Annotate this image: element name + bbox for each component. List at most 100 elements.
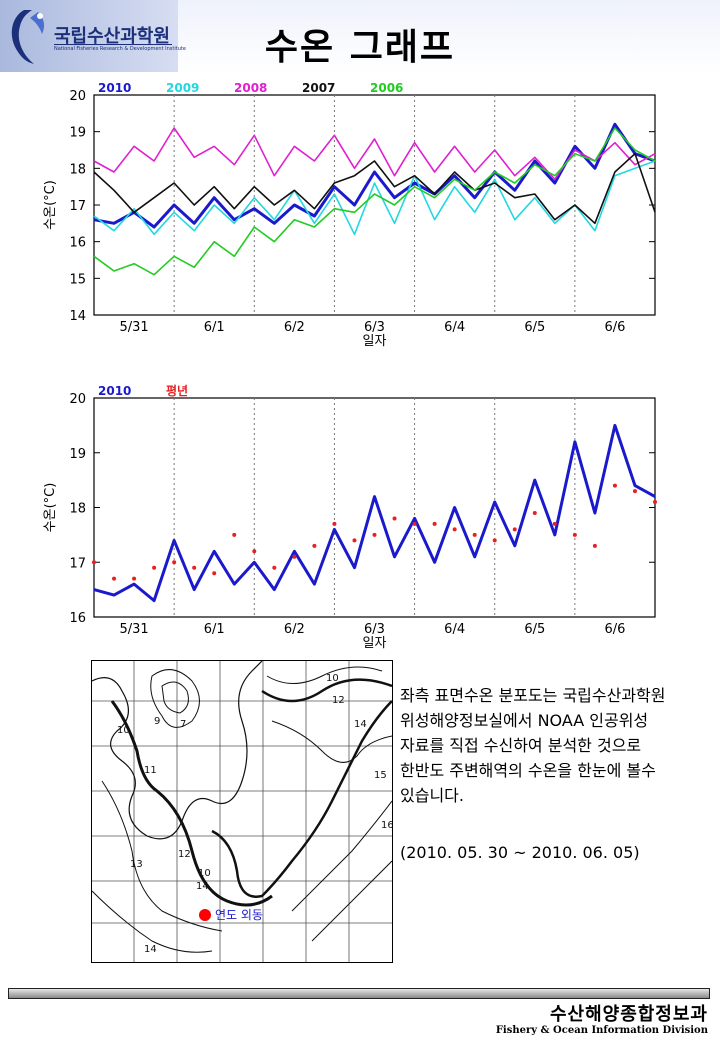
- contour-label: 14: [354, 719, 367, 730]
- series-point-평년: [212, 571, 217, 576]
- y-axis-label: 수온(°C): [43, 180, 58, 230]
- series-point-평년: [92, 560, 96, 565]
- series-point-평년: [352, 538, 357, 543]
- x-tick-label: 6/5: [524, 622, 545, 637]
- y-tick-label: 16: [69, 236, 86, 251]
- contour-label: 15: [374, 770, 387, 781]
- series-point-평년: [172, 560, 177, 565]
- legend-entry: 평년: [166, 384, 188, 398]
- series-point-평년: [452, 527, 457, 532]
- legend-entry: 2007: [302, 81, 335, 95]
- x-axis-label: 일자: [363, 636, 387, 650]
- header-banner: 국립수산과학원 National Fisheries Research & De…: [0, 0, 720, 74]
- series-point-평년: [112, 576, 117, 581]
- y-tick-label: 15: [69, 272, 86, 287]
- x-tick-label: 6/1: [204, 320, 225, 335]
- chart-1-svg: 5/31 6/1 6/2 6/3 6/4 6/5 6/6 14 15 16 17 18 19 20 일자 수온…: [43, 81, 656, 349]
- contour-label: 14: [144, 944, 157, 955]
- fish-logo-icon: [11, 10, 45, 64]
- x-tick-label: 6/6: [604, 622, 625, 637]
- series-point-평년: [512, 527, 517, 532]
- chart-2-svg: 5/31 6/1 6/2 6/3 6/4 6/5 6/6 16 17 18 19 20 일자 수온(°C)…: [43, 384, 657, 650]
- series-line-2010: [93, 423, 656, 603]
- chart-yearly-comparison: 5/31 6/1 6/2 6/3 6/4 6/5 6/6 14 15 16 17 18 19 20 일자 수온…: [0, 78, 720, 350]
- contour-label: 10: [326, 673, 339, 684]
- series-point-평년: [152, 565, 157, 570]
- chart-normal-comparison: 5/31 6/1 6/2 6/3 6/4 6/5 6/6 16 17 18 19 20 일자 수온(°C)…: [0, 380, 720, 650]
- series-point-평년: [572, 532, 577, 537]
- contour-label: 11: [144, 765, 157, 776]
- x-tick-label: 6/2: [284, 622, 305, 637]
- contour-map: 10 9 7 11 10 12 13 14 14 15 16 12 13 12 …: [92, 661, 392, 962]
- contour-label: 16: [381, 820, 392, 831]
- contour-label: 10: [117, 725, 130, 736]
- series-line-2007: [93, 152, 656, 225]
- y-axis-label: 수온(°C): [43, 483, 58, 533]
- x-tick-label: 6/1: [204, 622, 225, 637]
- series-point-평년: [392, 516, 397, 521]
- footer-org: 수산해양종합정보과: [549, 1004, 708, 1025]
- series-point-평년: [632, 489, 637, 494]
- series-point-평년: [292, 554, 297, 559]
- series-point-평년: [132, 576, 137, 581]
- x-tick-label: 6/5: [524, 320, 545, 335]
- plot-frame: [93, 397, 656, 618]
- x-axis-label: 일자: [363, 334, 387, 349]
- legend-entry: 2008: [234, 81, 267, 95]
- contour-label: 7: [180, 719, 186, 730]
- series-point-평년: [332, 521, 337, 526]
- station-label: 연도 외동: [215, 908, 263, 922]
- legend-entry: 2009: [166, 81, 199, 95]
- series-point-평년: [552, 521, 557, 526]
- y-tick-label: 20: [69, 89, 86, 104]
- series-point-평년: [312, 543, 317, 548]
- footer-bar: [8, 988, 710, 999]
- series-point-평년: [232, 532, 237, 537]
- footer-division: Fishery & Ocean Information Division: [495, 1025, 708, 1036]
- series-point-평년: [492, 538, 497, 543]
- x-tick-label: 6/6: [604, 320, 625, 335]
- sst-distribution-map: 10 9 7 11 10 12 13 14 14 15 16 12 13 12 …: [91, 660, 393, 963]
- series-point-평년: [472, 532, 477, 537]
- y-tick-label: 20: [69, 392, 86, 407]
- y-tick-label: 18: [69, 502, 86, 517]
- plot-frame: [93, 94, 656, 316]
- y-tick-label: 17: [69, 199, 86, 214]
- y-tick-label: 19: [69, 126, 86, 141]
- contour-label: 9: [154, 716, 160, 727]
- series-point-평년: [612, 483, 617, 488]
- org-name: 국립수산과학원: [54, 26, 170, 47]
- series-line-2009: [93, 160, 656, 236]
- x-tick-label: 5/31: [119, 622, 148, 637]
- legend-entry: 2006: [370, 81, 403, 95]
- y-tick-label: 18: [69, 162, 86, 177]
- series-point-평년: [252, 549, 257, 554]
- legend-entry: 2010: [98, 81, 131, 95]
- institute-logo: 국립수산과학원 National Fisheries Research & De…: [0, 0, 186, 72]
- x-tick-label: 6/4: [444, 622, 465, 637]
- series-point-평년: [272, 565, 277, 570]
- x-tick-label: 6/3: [364, 622, 385, 637]
- contour-label: 12: [332, 695, 345, 706]
- series-point-평년: [432, 521, 437, 526]
- x-tick-label: 6/2: [284, 320, 305, 335]
- contour-label: 10: [198, 868, 211, 879]
- y-tick-label: 17: [69, 556, 86, 571]
- y-tick-label: 14: [69, 309, 86, 324]
- series-line-2006: [93, 127, 656, 276]
- contour-label: 13: [130, 859, 143, 870]
- contour-label: 14: [196, 881, 209, 892]
- period-text: (2010. 05. 30 ~ 2010. 06. 05): [400, 843, 640, 862]
- series-point-평년: [592, 543, 597, 548]
- logo-divider: [54, 44, 172, 45]
- y-tick-label: 19: [69, 447, 86, 462]
- contour-label: 12: [178, 849, 191, 860]
- series-point-평년: [372, 532, 377, 537]
- x-tick-label: 6/3: [364, 320, 385, 335]
- page-title: 수온 그래프: [264, 27, 456, 68]
- x-tick-label: 6/4: [444, 320, 465, 335]
- series-point-평년: [532, 510, 537, 515]
- org-sub-name: National Fisheries Research & Developmen…: [54, 46, 186, 52]
- series-point-평년: [412, 521, 417, 526]
- series-point-평년: [653, 500, 657, 505]
